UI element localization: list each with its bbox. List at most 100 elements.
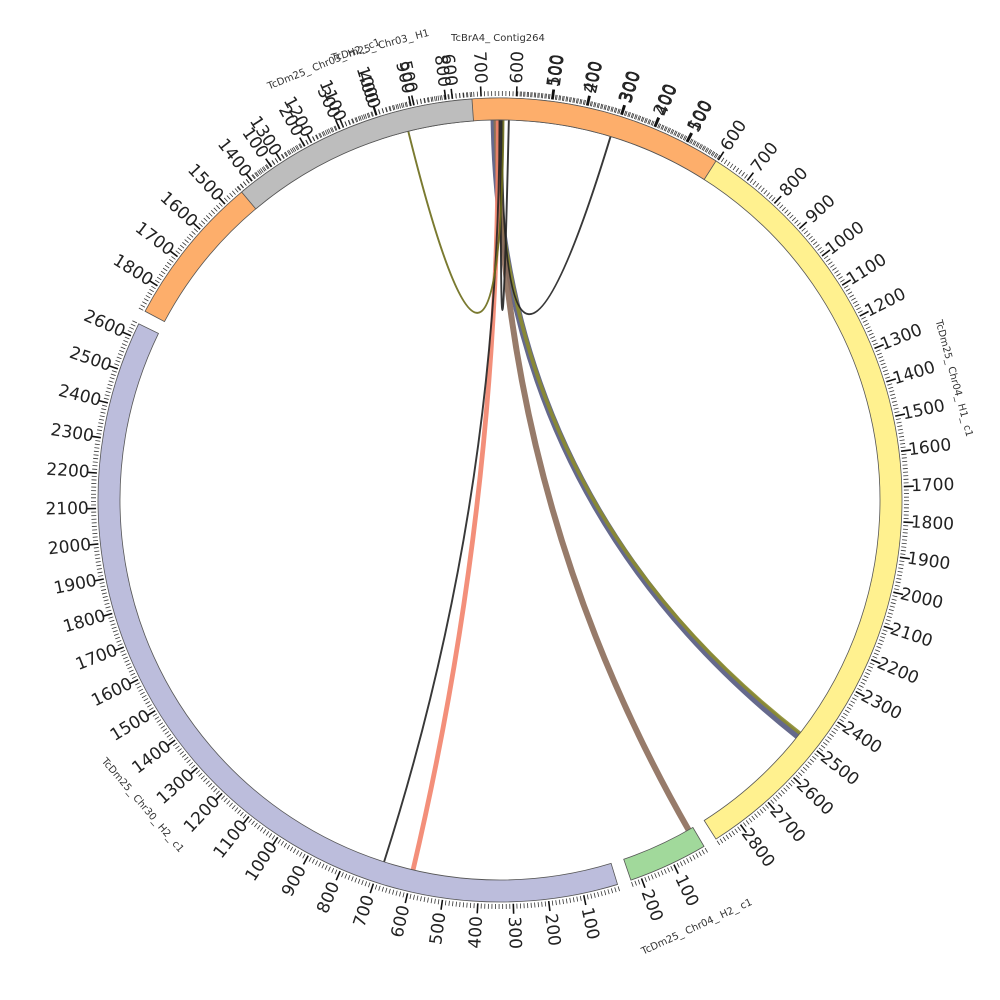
tick-minor	[322, 130, 326, 136]
tick-minor	[647, 875, 651, 881]
tick-minor	[555, 900, 557, 906]
tick-major	[837, 721, 847, 729]
tick-minor	[116, 356, 122, 360]
tick-minor	[128, 669, 134, 673]
tick-minor	[732, 165, 737, 171]
tick-minor	[867, 329, 873, 333]
tick-label: 200	[650, 81, 681, 119]
tick-minor	[647, 119, 650, 125]
tick-major	[90, 435, 101, 439]
tick-label: 1900	[906, 548, 952, 574]
tick-minor	[132, 320, 138, 324]
tick-minor	[869, 662, 875, 666]
tick-minor	[866, 668, 872, 672]
tick-minor	[625, 111, 628, 117]
tick-label: 100	[577, 906, 603, 942]
tick-minor	[798, 772, 803, 777]
tick-minor	[900, 446, 906, 449]
tick-minor	[549, 94, 551, 100]
tick-minor	[324, 130, 328, 135]
tick-minor	[171, 256, 176, 260]
tick-major	[686, 132, 693, 143]
tick-label: 900	[802, 191, 839, 228]
tick-minor	[872, 655, 878, 659]
tick-minor	[381, 108, 385, 114]
tick-minor	[191, 764, 196, 769]
tick-major	[792, 777, 802, 786]
tick-minor	[291, 147, 295, 153]
tick-minor	[547, 93, 550, 99]
tick-minor	[896, 421, 902, 424]
tick-minor	[327, 866, 331, 872]
tick-minor	[671, 129, 675, 135]
tick-minor	[888, 386, 894, 389]
tick-minor	[198, 222, 203, 227]
tick-minor	[637, 879, 641, 885]
tick-major	[86, 471, 97, 474]
tick-minor	[600, 103, 603, 109]
tick-minor	[117, 643, 123, 646]
tick-minor	[166, 261, 172, 266]
tick-minor	[888, 609, 894, 612]
tick-minor	[540, 93, 543, 99]
tick-minor	[98, 422, 104, 425]
tick-minor	[405, 101, 408, 107]
tick-minor	[683, 859, 687, 865]
tick-minor	[130, 323, 136, 327]
tick-minor	[216, 205, 221, 210]
tick-minor	[819, 249, 825, 254]
tick-minor	[707, 149, 711, 154]
tick-minor	[210, 785, 215, 790]
tick-minor	[312, 136, 316, 142]
tick-minor	[848, 703, 854, 707]
tick-minor	[123, 339, 129, 343]
tick-label: 2700	[765, 801, 809, 847]
tick-minor	[728, 832, 733, 838]
tick-label: 1100	[210, 816, 253, 862]
tick-minor	[408, 101, 411, 107]
tick-minor	[862, 678, 867, 682]
tick-minor	[579, 98, 582, 105]
tick-minor	[738, 169, 743, 175]
tick-minor	[596, 102, 599, 108]
tick-minor	[862, 319, 868, 323]
tick-label: 1400	[128, 736, 175, 778]
tick-label: 1900	[52, 571, 98, 599]
tick-minor	[239, 183, 244, 189]
tick-minor	[901, 546, 907, 548]
tick-minor	[177, 748, 182, 753]
tick-minor	[378, 109, 381, 115]
tick-minor	[679, 861, 683, 867]
segment-label-contig264: TcBrA4_ Contig264	[450, 33, 545, 44]
tick-label: 800	[430, 53, 454, 88]
tick-minor	[191, 230, 196, 235]
tick-minor	[164, 264, 170, 269]
tick-minor	[271, 160, 275, 165]
tick-minor	[796, 222, 801, 227]
tick-minor	[215, 790, 220, 795]
tick-major	[547, 900, 551, 912]
tick-minor	[105, 606, 111, 609]
tick-minor	[812, 755, 817, 760]
tick-minor	[286, 844, 291, 850]
tick-minor	[898, 432, 904, 434]
tick-minor	[695, 142, 699, 147]
tick-major	[798, 221, 808, 230]
tick-minor	[826, 258, 831, 263]
tick-minor	[366, 113, 370, 119]
tick-minor	[423, 98, 426, 104]
tick-label: 300	[504, 916, 525, 949]
tick-minor	[590, 101, 593, 107]
tick-major	[870, 658, 881, 665]
tick-minor	[770, 799, 775, 804]
tick-minor	[120, 346, 126, 350]
tick-minor	[627, 111, 630, 117]
tick-major	[620, 104, 625, 115]
tick-minor	[556, 94, 558, 101]
tick-major	[585, 95, 590, 106]
tick-minor	[637, 115, 640, 121]
tick-minor	[399, 891, 402, 897]
tick-minor	[447, 94, 449, 100]
tick-minor	[882, 629, 888, 632]
tick-minor	[597, 891, 600, 897]
